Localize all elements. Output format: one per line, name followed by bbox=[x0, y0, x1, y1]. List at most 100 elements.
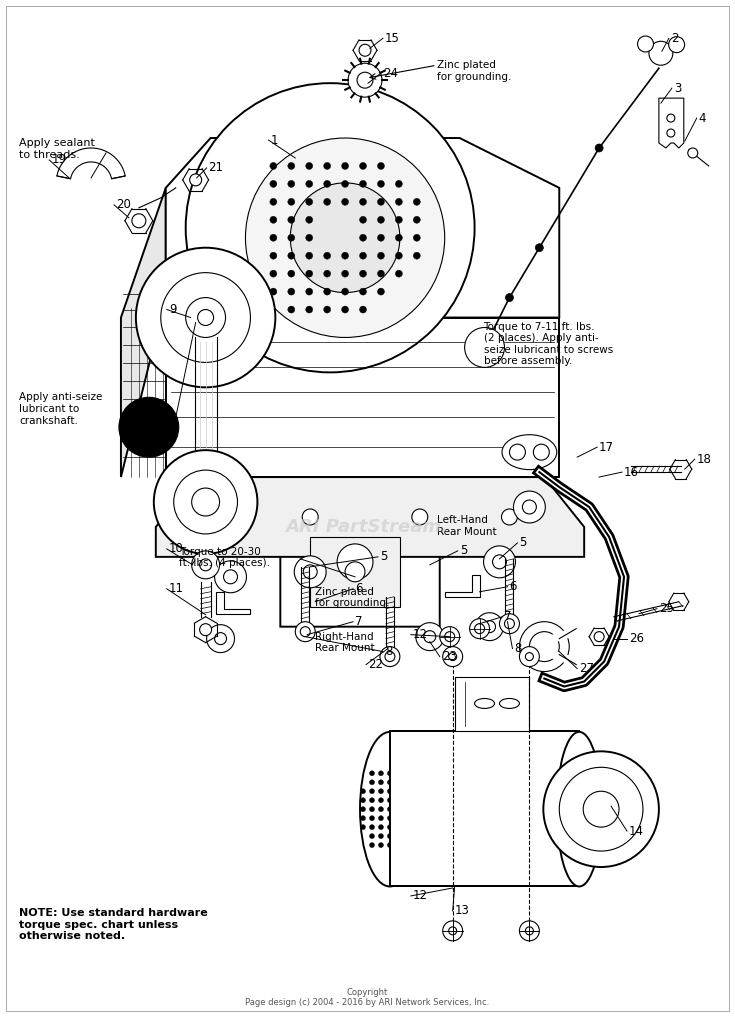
Circle shape bbox=[370, 825, 374, 830]
Text: 20: 20 bbox=[116, 198, 131, 212]
Polygon shape bbox=[280, 477, 440, 626]
Circle shape bbox=[378, 288, 384, 295]
Circle shape bbox=[288, 234, 295, 241]
Circle shape bbox=[323, 252, 331, 259]
Text: 24: 24 bbox=[383, 67, 398, 79]
Circle shape bbox=[470, 618, 490, 639]
Circle shape bbox=[270, 271, 277, 278]
Circle shape bbox=[379, 843, 384, 847]
Circle shape bbox=[448, 926, 456, 935]
Circle shape bbox=[342, 180, 348, 187]
Circle shape bbox=[378, 252, 384, 259]
Text: Torque to 20-30
ft. lbs. (4 places).: Torque to 20-30 ft. lbs. (4 places). bbox=[179, 547, 270, 569]
Circle shape bbox=[594, 632, 604, 642]
Circle shape bbox=[345, 561, 365, 582]
Circle shape bbox=[387, 825, 392, 830]
Circle shape bbox=[342, 163, 348, 170]
Circle shape bbox=[154, 451, 257, 554]
Text: 1: 1 bbox=[270, 133, 278, 146]
Circle shape bbox=[379, 780, 384, 785]
Circle shape bbox=[484, 620, 495, 633]
Circle shape bbox=[198, 309, 214, 325]
Circle shape bbox=[270, 288, 277, 295]
Circle shape bbox=[192, 551, 220, 579]
Polygon shape bbox=[166, 317, 559, 477]
Circle shape bbox=[200, 559, 212, 571]
Circle shape bbox=[520, 647, 539, 666]
Circle shape bbox=[361, 797, 365, 802]
Circle shape bbox=[378, 180, 384, 187]
Text: Apply anti-seize
lubricant to
crankshaft.: Apply anti-seize lubricant to crankshaft… bbox=[19, 393, 103, 425]
Circle shape bbox=[342, 306, 348, 313]
Circle shape bbox=[342, 252, 348, 259]
Circle shape bbox=[406, 843, 410, 847]
Circle shape bbox=[440, 626, 459, 647]
Circle shape bbox=[323, 288, 331, 295]
Circle shape bbox=[406, 771, 410, 776]
Circle shape bbox=[534, 444, 549, 460]
Text: Copyright
Page design (c) 2004 - 2016 by ARI Network Services, Inc.: Copyright Page design (c) 2004 - 2016 by… bbox=[245, 988, 489, 1007]
Circle shape bbox=[290, 183, 400, 293]
Circle shape bbox=[370, 834, 374, 839]
Circle shape bbox=[406, 780, 410, 785]
Text: 5: 5 bbox=[520, 536, 527, 549]
Circle shape bbox=[396, 771, 401, 776]
Circle shape bbox=[306, 288, 312, 295]
Text: 7: 7 bbox=[355, 615, 362, 629]
Circle shape bbox=[500, 613, 520, 634]
Text: 26: 26 bbox=[629, 633, 644, 645]
Circle shape bbox=[406, 816, 410, 821]
Circle shape bbox=[387, 797, 392, 802]
Circle shape bbox=[396, 806, 401, 812]
Circle shape bbox=[637, 36, 653, 52]
Circle shape bbox=[323, 163, 331, 170]
Circle shape bbox=[396, 816, 401, 821]
Circle shape bbox=[370, 797, 374, 802]
Circle shape bbox=[514, 491, 545, 523]
Circle shape bbox=[192, 488, 220, 516]
Circle shape bbox=[306, 163, 312, 170]
Circle shape bbox=[304, 564, 318, 579]
Circle shape bbox=[295, 621, 315, 642]
Circle shape bbox=[476, 612, 503, 641]
Circle shape bbox=[359, 252, 367, 259]
Circle shape bbox=[215, 633, 226, 645]
Circle shape bbox=[357, 72, 373, 88]
Circle shape bbox=[306, 234, 312, 241]
Text: 4: 4 bbox=[699, 112, 706, 124]
Text: 14: 14 bbox=[629, 825, 644, 838]
Circle shape bbox=[529, 632, 559, 662]
Circle shape bbox=[323, 306, 331, 313]
Circle shape bbox=[186, 83, 475, 372]
Circle shape bbox=[306, 252, 312, 259]
Circle shape bbox=[306, 271, 312, 278]
Circle shape bbox=[370, 789, 374, 793]
Circle shape bbox=[361, 806, 365, 812]
Ellipse shape bbox=[557, 732, 602, 887]
Text: Apply sealant
to threads.: Apply sealant to threads. bbox=[19, 138, 96, 160]
Circle shape bbox=[190, 174, 201, 186]
Text: 19: 19 bbox=[51, 154, 66, 167]
Ellipse shape bbox=[475, 699, 495, 709]
Circle shape bbox=[370, 780, 374, 785]
Circle shape bbox=[406, 834, 410, 839]
Ellipse shape bbox=[500, 699, 520, 709]
Circle shape bbox=[359, 271, 367, 278]
Ellipse shape bbox=[502, 434, 557, 470]
Circle shape bbox=[406, 806, 410, 812]
Polygon shape bbox=[156, 477, 584, 557]
Circle shape bbox=[445, 632, 455, 642]
Text: NOTE: Use standard hardware
torque spec. chart unless
otherwise noted.: NOTE: Use standard hardware torque spec.… bbox=[19, 908, 208, 941]
Circle shape bbox=[361, 825, 365, 830]
Circle shape bbox=[416, 622, 444, 651]
Circle shape bbox=[396, 780, 401, 785]
Ellipse shape bbox=[565, 759, 593, 859]
Circle shape bbox=[380, 647, 400, 666]
Circle shape bbox=[342, 198, 348, 205]
Text: 25: 25 bbox=[659, 602, 674, 615]
Circle shape bbox=[288, 217, 295, 224]
Circle shape bbox=[270, 198, 277, 205]
Circle shape bbox=[583, 791, 619, 827]
Circle shape bbox=[387, 834, 392, 839]
Circle shape bbox=[520, 621, 569, 671]
